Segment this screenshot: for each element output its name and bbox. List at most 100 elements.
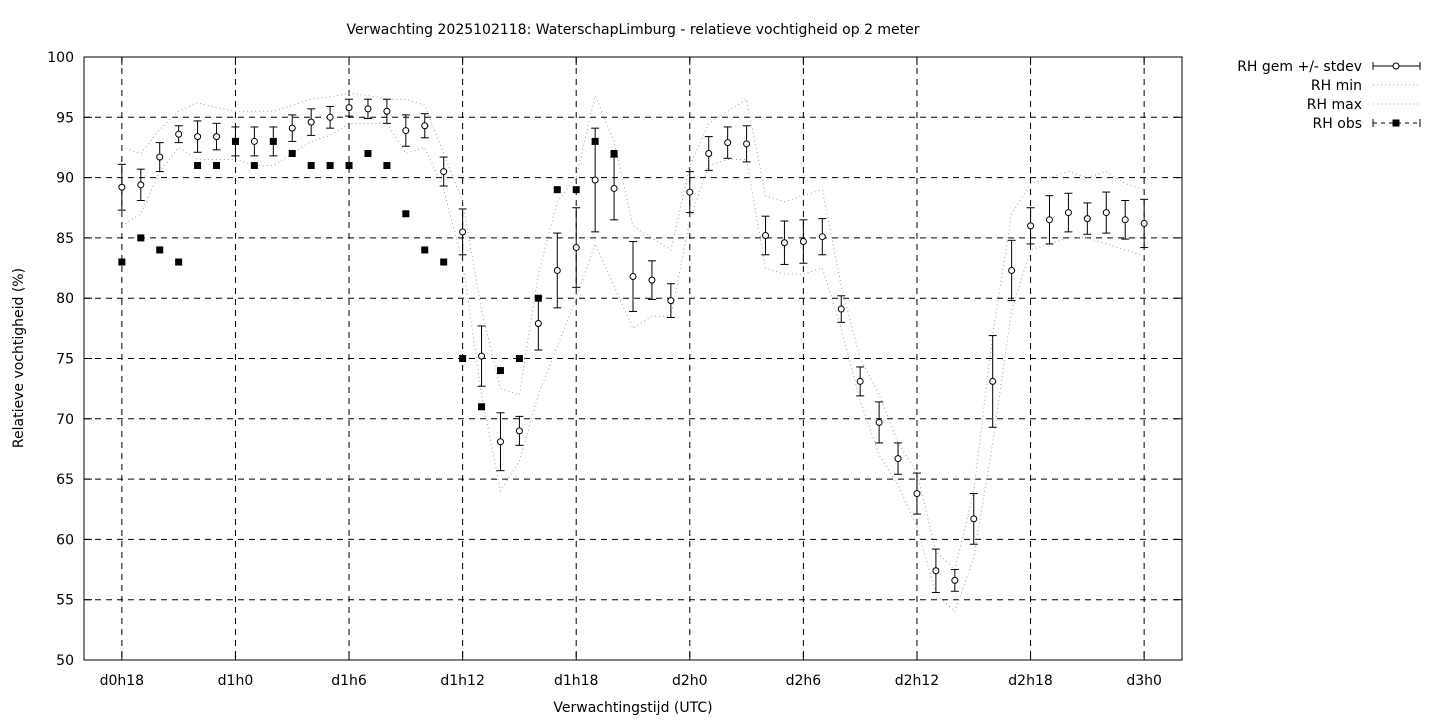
mean-marker: [648, 276, 656, 284]
mean-marker: [572, 244, 580, 252]
mean-marker: [629, 272, 637, 280]
chart-title: Verwachting 2025102118: WaterschapLimbur…: [346, 22, 919, 38]
x-tick-label: d1h12: [440, 673, 484, 689]
mean-marker: [799, 238, 807, 246]
errorbar-point: [1083, 202, 1092, 235]
errorbar-point: [856, 366, 865, 397]
y-axis-label: Relatieve vochtigheid (%): [11, 268, 27, 448]
obs-marker: [213, 162, 221, 170]
errorbar-point: [155, 142, 164, 173]
x-tick-label: d2h0: [672, 673, 708, 689]
plot-series: [117, 92, 1149, 613]
obs-marker: [553, 186, 561, 194]
x-tick-label: d1h6: [331, 673, 367, 689]
errorbar-point: [307, 108, 316, 136]
mean-marker: [156, 153, 164, 161]
mean-marker: [856, 377, 864, 385]
mean-marker: [515, 427, 523, 435]
y-tick-label: 80: [56, 291, 74, 307]
mean-marker: [194, 133, 202, 141]
obs-marker: [156, 246, 164, 254]
y-tick-label: 55: [56, 593, 74, 609]
legend-marker: [1392, 119, 1400, 127]
errorbar-point: [780, 220, 789, 265]
mean-marker: [553, 266, 561, 274]
obs-marker: [402, 210, 410, 218]
obs-marker: [175, 258, 183, 266]
mean-marker: [989, 377, 997, 385]
x-tick-label: d1h18: [554, 673, 598, 689]
errorbar-point: [496, 412, 505, 472]
axis-ticks: 50 55 60 65 70 75 80 85 90 95 100 d0h18 d1h0 d1h6 d1h1…: [47, 50, 1182, 689]
x-tick-label: d2h12: [895, 673, 939, 689]
y-tick-label: 60: [56, 532, 74, 548]
mean-marker: [1140, 219, 1148, 227]
mean-marker: [932, 567, 940, 575]
mean-marker: [213, 133, 221, 141]
errorbar-point: [458, 208, 467, 256]
x-tick-label: d2h6: [786, 673, 822, 689]
legend: RH gem +/- stdev RH min RH max RH obs: [1237, 59, 1421, 132]
mean-marker: [459, 228, 467, 236]
mean-marker: [534, 320, 542, 328]
mean-marker: [894, 455, 902, 463]
obs-marker: [326, 162, 334, 170]
errorbar-point: [117, 163, 126, 211]
errorbar-point: [212, 122, 221, 151]
errorbar-point: [477, 325, 486, 387]
errorbar-point: [174, 125, 183, 144]
legend-label: RH gem +/- stdev: [1237, 59, 1362, 75]
mean-marker: [1102, 209, 1110, 217]
errorbar-point: [685, 171, 694, 214]
mean-marker: [591, 176, 599, 184]
errorbar-point: [515, 415, 524, 446]
errorbar-point: [534, 296, 543, 351]
mean-marker: [364, 105, 372, 113]
mean-marker: [705, 149, 713, 157]
errorbar-point: [193, 120, 202, 153]
errorbar-point: [345, 98, 354, 117]
obs-marker: [459, 355, 467, 362]
y-tick-label: 65: [56, 472, 74, 488]
y-tick-label: 90: [56, 171, 74, 187]
y-tick-label: 75: [56, 352, 74, 368]
mean-marker: [686, 188, 694, 196]
mean-marker: [175, 130, 183, 138]
legend-label: RH max: [1307, 97, 1362, 113]
mean-marker: [1083, 215, 1091, 223]
errorbar-point: [288, 114, 297, 142]
y-tick-label: 100: [47, 50, 74, 66]
errorbar-point: [136, 168, 145, 202]
mean-marker: [1027, 222, 1035, 230]
obs-marker: [307, 162, 315, 170]
legend-label: RH obs: [1313, 116, 1362, 132]
errorbar-point: [969, 493, 978, 545]
errorbar-point: [818, 218, 827, 256]
mean-marker: [288, 124, 296, 132]
obs-marker: [269, 137, 277, 145]
mean-marker: [762, 231, 770, 239]
mean-marker: [137, 181, 145, 189]
mean-marker: [667, 297, 675, 305]
obs-marker: [137, 234, 145, 242]
mean-marker: [402, 127, 410, 135]
mean-marker: [118, 183, 126, 191]
x-tick-label: d3h0: [1126, 673, 1162, 689]
obs-marker: [118, 258, 126, 266]
errorbar-point: [837, 295, 846, 323]
errorbar-point: [1064, 192, 1073, 233]
errorbar-point: [629, 241, 637, 312]
errorbar-point: [931, 548, 940, 593]
mean-marker: [478, 352, 486, 360]
errorbar-point: [704, 136, 713, 171]
errorbar-point: [1026, 207, 1035, 245]
errorbar-point: [382, 98, 391, 124]
obs-marker: [534, 294, 542, 302]
obs-marker: [478, 403, 486, 411]
errorbar-point: [1140, 198, 1149, 249]
mean-marker: [1045, 216, 1053, 224]
errorbar-point: [250, 126, 259, 157]
mean-marker: [724, 139, 732, 147]
mean-marker: [326, 113, 334, 121]
